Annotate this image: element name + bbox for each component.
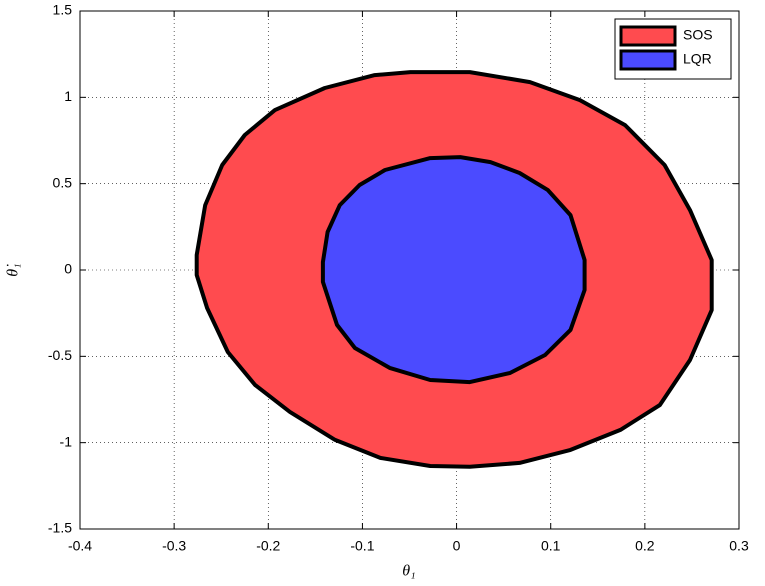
x-tick-label: 0.1 xyxy=(541,538,561,554)
x-axis-label: θ₁ xyxy=(402,563,415,580)
y-tick-label: 1.5 xyxy=(53,2,73,18)
x-tick-label: -0.4 xyxy=(68,538,92,554)
legend-label: LQR xyxy=(683,51,712,67)
y-tick-label: -1 xyxy=(60,433,73,449)
legend-label: SOS xyxy=(683,27,713,43)
y-tick-label: 0 xyxy=(64,261,72,277)
y-axis-label: θ̇₁ xyxy=(5,263,22,276)
y-tick-label: 0.5 xyxy=(53,174,73,190)
y-tick-label: 1 xyxy=(64,88,72,104)
x-tick-label: 0.3 xyxy=(729,538,749,554)
y-tick-label: -1.5 xyxy=(48,520,72,536)
axes-box xyxy=(79,10,740,530)
x-tick-label: -0.1 xyxy=(350,538,374,554)
x-tick-label: -0.2 xyxy=(256,538,280,554)
region xyxy=(320,155,587,385)
x-tick-label: 0.2 xyxy=(635,538,655,554)
y-tick-label: -0.5 xyxy=(48,347,72,363)
x-tick-label: -0.3 xyxy=(162,538,186,554)
x-tick-label: 0 xyxy=(453,538,461,554)
legend-swatch xyxy=(619,25,677,47)
legend-swatch xyxy=(619,49,677,71)
